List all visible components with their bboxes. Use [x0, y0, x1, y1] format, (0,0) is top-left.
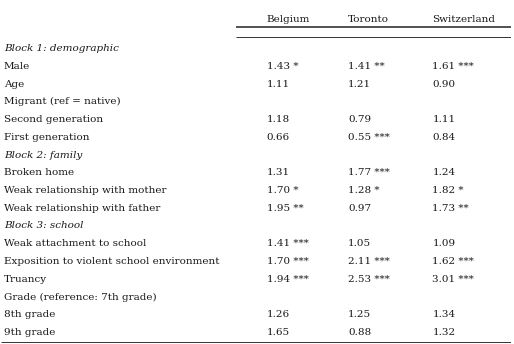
- Text: 1.25: 1.25: [348, 310, 371, 319]
- Text: Belgium: Belgium: [267, 15, 310, 24]
- Text: 1.11: 1.11: [432, 115, 455, 124]
- Text: 0.90: 0.90: [432, 79, 455, 88]
- Text: First generation: First generation: [4, 133, 89, 142]
- Text: 1.82 *: 1.82 *: [432, 186, 464, 195]
- Text: 1.62 ***: 1.62 ***: [432, 257, 474, 266]
- Text: 1.34: 1.34: [432, 310, 455, 319]
- Text: 0.66: 0.66: [267, 133, 290, 142]
- Text: Switzerland: Switzerland: [432, 15, 495, 24]
- Text: 1.95 **: 1.95 **: [267, 204, 303, 213]
- Text: 1.41 **: 1.41 **: [348, 62, 385, 71]
- Text: Weak attachment to school: Weak attachment to school: [4, 239, 146, 248]
- Text: Block 2: family: Block 2: family: [4, 151, 82, 160]
- Text: Block 3: school: Block 3: school: [4, 222, 83, 230]
- Text: 1.94 ***: 1.94 ***: [267, 275, 308, 284]
- Text: 0.55 ***: 0.55 ***: [348, 133, 390, 142]
- Text: 1.32: 1.32: [432, 328, 455, 337]
- Text: 1.65: 1.65: [267, 328, 290, 337]
- Text: Grade (reference: 7th grade): Grade (reference: 7th grade): [4, 292, 157, 302]
- Text: 0.84: 0.84: [432, 133, 455, 142]
- Text: 1.70 ***: 1.70 ***: [267, 257, 308, 266]
- Text: 1.11: 1.11: [267, 79, 290, 88]
- Text: 1.70 *: 1.70 *: [267, 186, 298, 195]
- Text: 1.18: 1.18: [267, 115, 290, 124]
- Text: 1.26: 1.26: [267, 310, 290, 319]
- Text: 0.97: 0.97: [348, 204, 371, 213]
- Text: 1.41 ***: 1.41 ***: [267, 239, 308, 248]
- Text: 2.53 ***: 2.53 ***: [348, 275, 390, 284]
- Text: 1.24: 1.24: [432, 168, 455, 177]
- Text: Weak relationship with father: Weak relationship with father: [4, 204, 160, 213]
- Text: 3.01 ***: 3.01 ***: [432, 275, 474, 284]
- Text: 1.28 *: 1.28 *: [348, 186, 380, 195]
- Text: Weak relationship with mother: Weak relationship with mother: [4, 186, 167, 195]
- Text: 2.11 ***: 2.11 ***: [348, 257, 390, 266]
- Text: 8th grade: 8th grade: [4, 310, 56, 319]
- Text: Broken home: Broken home: [4, 168, 74, 177]
- Text: Toronto: Toronto: [348, 15, 389, 24]
- Text: 1.73 **: 1.73 **: [432, 204, 469, 213]
- Text: 1.21: 1.21: [348, 79, 371, 88]
- Text: Truancy: Truancy: [4, 275, 47, 284]
- Text: 1.61 ***: 1.61 ***: [432, 62, 474, 71]
- Text: Block 1: demographic: Block 1: demographic: [4, 44, 119, 53]
- Text: 9th grade: 9th grade: [4, 328, 56, 337]
- Text: 0.79: 0.79: [348, 115, 371, 124]
- Text: 1.77 ***: 1.77 ***: [348, 168, 390, 177]
- Text: 0.88: 0.88: [348, 328, 371, 337]
- Text: Exposition to violent school environment: Exposition to violent school environment: [4, 257, 219, 266]
- Text: 1.05: 1.05: [348, 239, 371, 248]
- Text: 1.43 *: 1.43 *: [267, 62, 298, 71]
- Text: Second generation: Second generation: [4, 115, 103, 124]
- Text: 1.31: 1.31: [267, 168, 290, 177]
- Text: 1.09: 1.09: [432, 239, 455, 248]
- Text: Age: Age: [4, 79, 24, 88]
- Text: Male: Male: [4, 62, 30, 71]
- Text: Migrant (ref = native): Migrant (ref = native): [4, 97, 121, 106]
